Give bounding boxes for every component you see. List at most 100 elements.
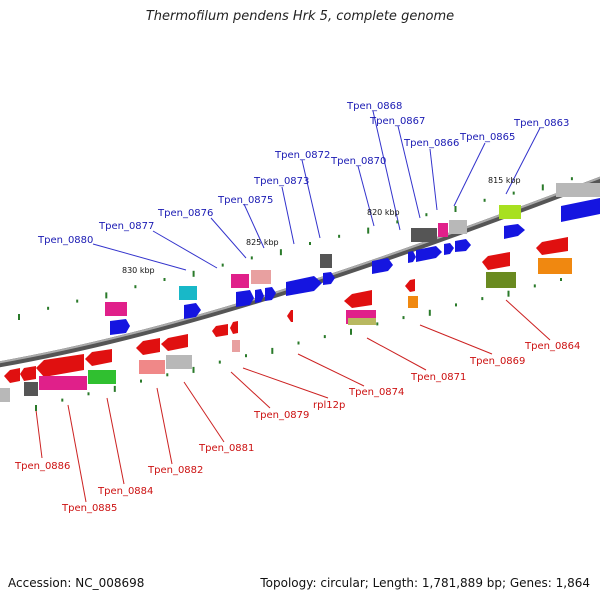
gene-arrow[interactable] <box>136 338 160 355</box>
gene-arrow[interactable] <box>236 290 254 307</box>
forward-gene-labels: Tpen_0880 Tpen_0877 Tpen_0876 Tpen_0875 … <box>37 101 569 246</box>
gene-features <box>0 183 600 402</box>
gene-label[interactable]: Tpen_0877 <box>98 221 154 232</box>
label-leader-lines <box>35 110 551 503</box>
gene-block[interactable] <box>408 296 418 308</box>
gene-block[interactable] <box>139 360 165 374</box>
gene-label[interactable]: Tpen_0884 <box>97 486 153 497</box>
tick-mark <box>570 177 573 181</box>
gene-arrow[interactable] <box>161 334 188 351</box>
gene-label[interactable]: rpl12p <box>313 400 345 411</box>
gene-block[interactable] <box>411 228 437 242</box>
tick-mark <box>512 191 515 195</box>
tick-mark <box>218 360 221 364</box>
gene-arrow[interactable] <box>408 251 416 263</box>
gene-arrow[interactable] <box>212 324 228 337</box>
gene-block[interactable] <box>39 376 87 390</box>
tick-mark <box>35 405 37 411</box>
gene-arrow[interactable] <box>455 239 471 252</box>
gene-block[interactable] <box>449 220 467 234</box>
gene-label[interactable]: Tpen_0864 <box>524 341 580 352</box>
genome-backbone <box>0 176 600 368</box>
gene-block[interactable] <box>556 183 600 197</box>
gene-block[interactable] <box>499 205 521 219</box>
gene-label[interactable]: Tpen_0866 <box>403 138 459 149</box>
gene-label[interactable]: Tpen_0886 <box>14 461 70 472</box>
tick-mark <box>134 285 137 289</box>
map-title: Thermofilum pendens Hrk 5, complete geno… <box>145 9 455 24</box>
gene-arrow[interactable] <box>265 287 276 301</box>
tick-mark <box>425 213 428 217</box>
gene-label[interactable]: Tpen_0875 <box>217 195 273 206</box>
gene-arrow[interactable] <box>85 349 112 366</box>
gene-arrow[interactable] <box>416 246 442 262</box>
gene-label[interactable]: Tpen_0868 <box>346 101 402 112</box>
scale-label: 815 kbp <box>488 176 521 185</box>
gene-block[interactable] <box>438 223 448 237</box>
gene-arrow[interactable] <box>20 366 36 381</box>
gene-block[interactable] <box>231 274 249 288</box>
gene-block[interactable] <box>105 302 127 316</box>
gene-label[interactable]: Tpen_0865 <box>459 132 515 143</box>
gene-block[interactable] <box>251 270 271 284</box>
gene-arrow[interactable] <box>110 319 130 335</box>
gene-label[interactable]: Tpen_0871 <box>410 372 466 383</box>
gene-label[interactable]: Tpen_0872 <box>274 150 330 161</box>
tick-marks <box>18 177 573 411</box>
gene-arrow[interactable] <box>36 354 84 377</box>
gene-arrow[interactable] <box>287 310 293 322</box>
gene-label[interactable]: Tpen_0873 <box>253 176 309 187</box>
tick-mark <box>76 299 79 303</box>
gene-block[interactable] <box>166 355 192 369</box>
tick-mark <box>221 263 224 267</box>
gene-block[interactable] <box>486 272 516 288</box>
gene-block[interactable] <box>538 258 572 274</box>
tick-mark <box>309 242 311 245</box>
gene-block[interactable] <box>88 370 116 384</box>
gene-label[interactable]: Tpen_0870 <box>330 156 386 167</box>
gene-arrow[interactable] <box>184 303 201 319</box>
tick-mark <box>105 292 108 299</box>
gene-block[interactable] <box>179 286 197 300</box>
gene-block[interactable] <box>232 340 240 352</box>
tick-mark <box>297 341 300 345</box>
tick-mark <box>163 278 166 281</box>
gene-arrow[interactable] <box>405 279 415 292</box>
tick-mark <box>166 373 169 377</box>
gene-block[interactable] <box>348 318 376 325</box>
gene-arrow[interactable] <box>504 224 525 239</box>
gene-block[interactable] <box>0 388 10 402</box>
reverse-gene-labels: Tpen_0886 Tpen_0885 Tpen_0884 Tpen_0882 … <box>14 341 580 514</box>
gene-label[interactable]: Tpen_0874 <box>348 387 404 398</box>
gene-label[interactable]: Tpen_0882 <box>147 465 203 476</box>
tick-mark <box>192 366 195 373</box>
gene-label[interactable]: Tpen_0876 <box>157 208 213 219</box>
gene-label[interactable]: Tpen_0885 <box>61 503 117 514</box>
tick-mark <box>402 316 405 320</box>
gene-label[interactable]: Tpen_0881 <box>198 443 254 454</box>
tick-mark <box>507 290 510 297</box>
gene-arrow[interactable] <box>255 289 264 303</box>
gene-label[interactable]: Tpen_0869 <box>469 356 525 367</box>
gene-arrow[interactable] <box>536 237 568 255</box>
gene-block[interactable] <box>24 382 38 396</box>
gene-arrow[interactable] <box>286 276 322 296</box>
gene-block[interactable] <box>320 254 332 268</box>
tick-mark <box>192 270 195 277</box>
gene-label[interactable]: Tpen_0863 <box>513 118 569 129</box>
gene-arrow[interactable] <box>372 258 393 274</box>
gene-arrow[interactable] <box>344 290 372 308</box>
gene-label[interactable]: Tpen_0880 <box>37 235 93 246</box>
gene-arrow[interactable] <box>230 321 238 334</box>
gene-arrow[interactable] <box>482 252 510 270</box>
gene-arrow[interactable] <box>444 243 454 255</box>
gene-label[interactable]: Tpen_0879 <box>253 410 309 421</box>
tick-mark <box>533 284 536 288</box>
gene-arrow[interactable] <box>323 272 335 285</box>
gene-label[interactable]: Tpen_0867 <box>369 116 425 127</box>
tick-mark <box>483 198 486 202</box>
tick-mark <box>481 297 484 301</box>
gene-arrow[interactable] <box>4 368 20 383</box>
tick-mark <box>18 314 20 320</box>
gene-arrow[interactable] <box>561 198 600 222</box>
